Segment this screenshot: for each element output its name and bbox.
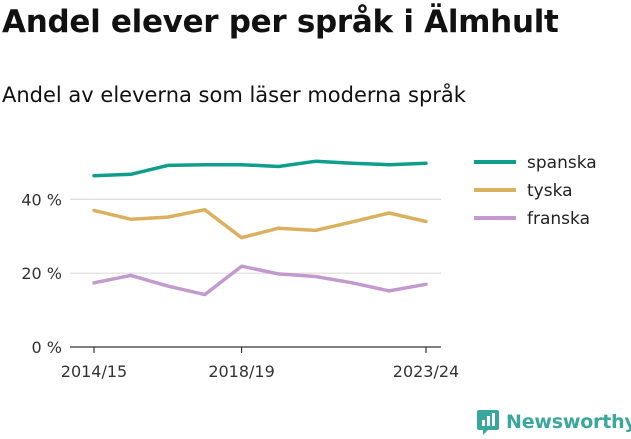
chart-subtitle: Andel av eleverna som läser moderna språ… [2, 83, 466, 107]
series-line-spanska [92, 159, 428, 178]
newsworthy-logo: Newsworthy [476, 408, 631, 436]
chart-title: Andel elever per språk i Älmhult [2, 4, 559, 40]
y-tick-label: 0 % [32, 338, 62, 357]
series-line-franska [92, 264, 428, 297]
legend-label-franska: franska [527, 209, 590, 229]
newsworthy-logo-icon [477, 410, 499, 435]
y-tick-label: 20 % [21, 264, 62, 283]
legend-label-spanska: spanska [527, 153, 597, 173]
x-tick-label: 2023/24 [393, 362, 459, 381]
y-tick-label: 40 % [21, 190, 62, 209]
newsworthy-logo-text: Newsworthy [506, 411, 631, 433]
x-tick-label: 2018/19 [208, 362, 274, 381]
legend-label-tyska: tyska [527, 181, 573, 201]
series-line-tyska [92, 207, 428, 240]
x-tick-label: 2014/15 [61, 362, 127, 381]
